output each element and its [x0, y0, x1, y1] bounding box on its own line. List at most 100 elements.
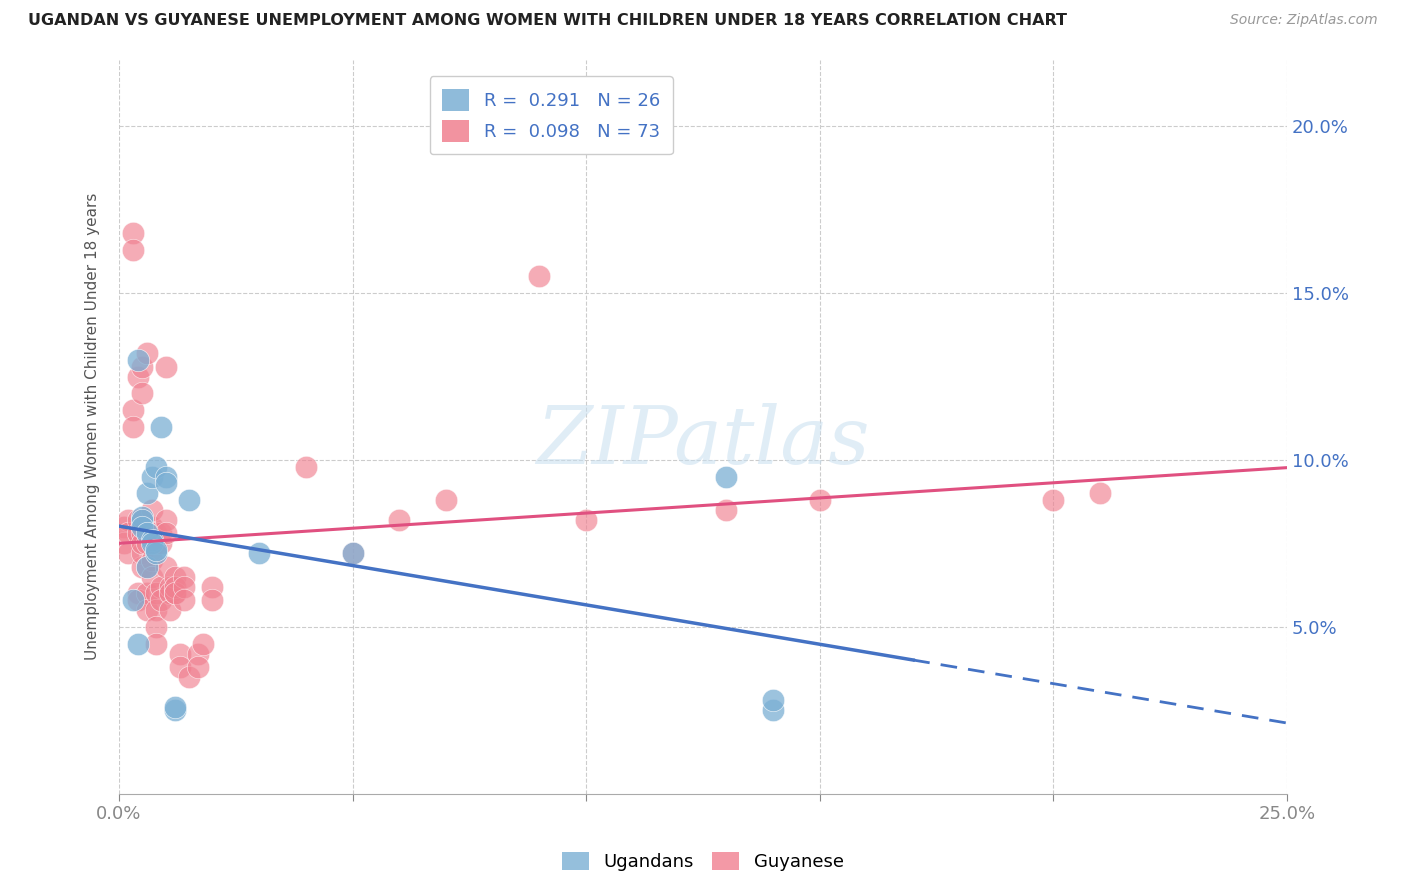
Y-axis label: Unemployment Among Women with Children Under 18 years: Unemployment Among Women with Children U…: [86, 193, 100, 660]
Point: [122, 593, 145, 607]
Point: [173, 580, 195, 594]
Point: [136, 536, 159, 550]
Point: [127, 369, 149, 384]
Point: [169, 660, 191, 674]
Point: [145, 586, 167, 600]
Point: [122, 403, 145, 417]
Point: [165, 570, 187, 584]
Point: [136, 559, 159, 574]
Point: [150, 536, 173, 550]
Point: [155, 359, 177, 374]
Point: [145, 636, 167, 650]
Point: [159, 586, 181, 600]
Point: [150, 593, 173, 607]
Point: [155, 476, 177, 491]
Point: [173, 593, 195, 607]
Point: [342, 546, 364, 560]
Point: [122, 226, 145, 240]
Point: [808, 493, 831, 508]
Point: [122, 243, 145, 257]
Point: [762, 693, 785, 707]
Point: [155, 526, 177, 541]
Point: [165, 580, 187, 594]
Point: [179, 670, 201, 684]
Point: [145, 603, 167, 617]
Point: [112, 536, 135, 550]
Point: [127, 593, 149, 607]
Point: [342, 546, 364, 560]
Point: [136, 603, 159, 617]
Point: [131, 513, 153, 527]
Point: [131, 520, 153, 534]
Point: [145, 546, 167, 560]
Text: Source: ZipAtlas.com: Source: ZipAtlas.com: [1230, 13, 1378, 28]
Point: [136, 486, 159, 500]
Point: [131, 559, 153, 574]
Point: [136, 526, 159, 541]
Point: [716, 469, 738, 483]
Point: [575, 513, 598, 527]
Point: [141, 469, 163, 483]
Point: [247, 546, 270, 560]
Point: [131, 546, 153, 560]
Point: [165, 586, 187, 600]
Point: [155, 513, 177, 527]
Point: [145, 543, 167, 558]
Point: [131, 386, 153, 401]
Point: [145, 526, 167, 541]
Point: [141, 553, 163, 567]
Point: [141, 570, 163, 584]
Point: [169, 647, 191, 661]
Point: [155, 469, 177, 483]
Point: [165, 703, 187, 717]
Point: [112, 520, 135, 534]
Point: [173, 570, 195, 584]
Point: [159, 603, 181, 617]
Point: [131, 513, 153, 527]
Point: [131, 509, 153, 524]
Point: [179, 493, 201, 508]
Point: [136, 559, 159, 574]
Point: [131, 536, 153, 550]
Point: [165, 700, 187, 714]
Point: [187, 647, 209, 661]
Point: [1042, 493, 1064, 508]
Point: [716, 503, 738, 517]
Point: [141, 536, 163, 550]
Point: [155, 559, 177, 574]
Point: [145, 620, 167, 634]
Point: [141, 503, 163, 517]
Point: [136, 586, 159, 600]
Point: [127, 513, 149, 527]
Point: [150, 526, 173, 541]
Point: [127, 352, 149, 367]
Point: [117, 526, 139, 541]
Point: [165, 586, 187, 600]
Text: ZIPatlas: ZIPatlas: [536, 402, 870, 480]
Point: [127, 526, 149, 541]
Legend: R =  0.291   N = 26, R =  0.098   N = 73: R = 0.291 N = 26, R = 0.098 N = 73: [430, 76, 672, 154]
Point: [131, 526, 153, 541]
Point: [388, 513, 411, 527]
Point: [201, 593, 224, 607]
Legend: Ugandans, Guyanese: Ugandans, Guyanese: [555, 845, 851, 879]
Point: [1088, 486, 1111, 500]
Point: [150, 580, 173, 594]
Point: [201, 580, 224, 594]
Point: [117, 513, 139, 527]
Point: [145, 459, 167, 474]
Point: [117, 546, 139, 560]
Point: [141, 520, 163, 534]
Point: [295, 459, 318, 474]
Point: [529, 269, 551, 284]
Point: [159, 580, 181, 594]
Point: [136, 346, 159, 360]
Text: UGANDAN VS GUYANESE UNEMPLOYMENT AMONG WOMEN WITH CHILDREN UNDER 18 YEARS CORREL: UGANDAN VS GUYANESE UNEMPLOYMENT AMONG W…: [28, 13, 1067, 29]
Point: [141, 533, 163, 547]
Point: [127, 636, 149, 650]
Point: [127, 586, 149, 600]
Point: [434, 493, 457, 508]
Point: [762, 703, 785, 717]
Point: [145, 536, 167, 550]
Point: [187, 660, 209, 674]
